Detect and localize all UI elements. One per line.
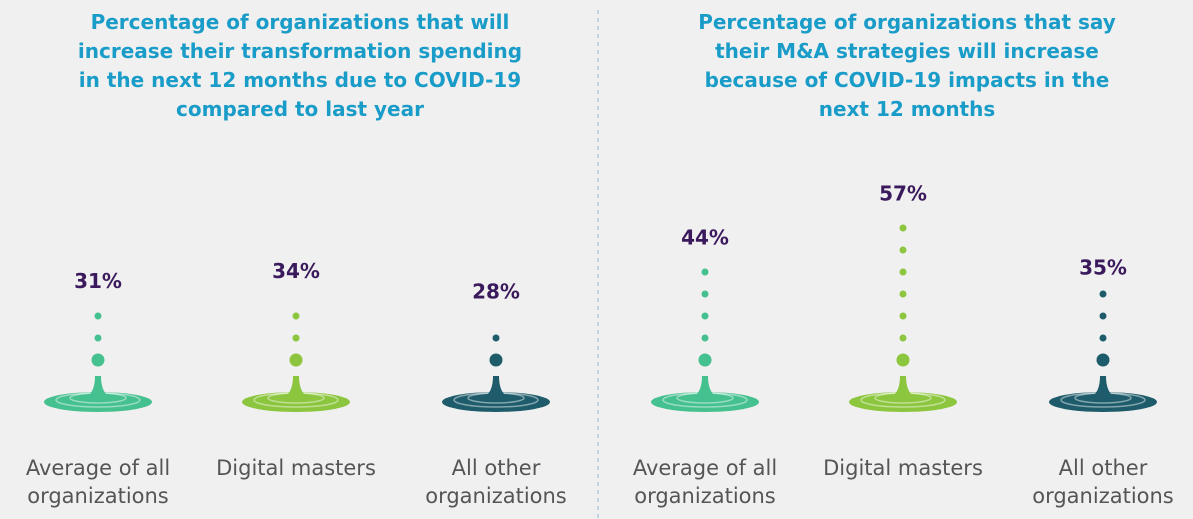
splash-outer — [849, 392, 957, 412]
droplet-column — [289, 312, 303, 367]
droplet — [292, 312, 300, 320]
droplet — [701, 290, 709, 298]
value-label: 31% — [74, 269, 122, 293]
splash-stem — [889, 376, 917, 398]
splash-outer — [242, 392, 350, 412]
splash-stem — [482, 376, 510, 398]
droplet — [899, 334, 907, 342]
chart-title: Percentage of organizations that say the… — [698, 10, 1116, 121]
droplet-column — [489, 334, 503, 367]
splash-outer — [44, 392, 152, 412]
droplet — [1099, 312, 1107, 320]
splash-stem — [84, 376, 112, 398]
splash-outer — [651, 392, 759, 412]
splash-stem — [282, 376, 310, 398]
droplet — [94, 334, 102, 342]
droplet-column — [91, 312, 105, 367]
category-label: Digital masters — [823, 456, 983, 480]
value-label: 34% — [272, 259, 320, 283]
splash-outer — [442, 392, 550, 412]
category-label: Digital masters — [216, 456, 376, 480]
droplet — [701, 334, 709, 342]
droplet — [492, 334, 500, 342]
droplet-column — [1096, 290, 1110, 367]
droplet — [1096, 353, 1110, 367]
category-label: All other organizations — [1032, 456, 1174, 508]
droplet — [701, 312, 709, 320]
category-label: Average of all organizations — [632, 456, 778, 508]
droplet — [899, 290, 907, 298]
droplet — [899, 268, 907, 276]
category-label: Average of all organizations — [25, 456, 171, 508]
value-label: 28% — [472, 279, 520, 303]
droplet — [94, 312, 102, 320]
value-label: 44% — [681, 225, 729, 249]
droplet — [489, 353, 503, 367]
chart-title: Percentage of organizations that will in… — [77, 10, 523, 121]
droplet — [292, 334, 300, 342]
value-label: 57% — [879, 181, 927, 205]
droplet — [1099, 334, 1107, 342]
splash-outer — [1049, 392, 1157, 412]
droplet-column — [698, 268, 712, 367]
droplet — [899, 246, 907, 254]
droplet — [698, 353, 712, 367]
droplet — [896, 353, 910, 367]
splash-stem — [1089, 376, 1117, 398]
droplet — [899, 312, 907, 320]
category-label: All other organizations — [425, 456, 567, 508]
splash-stem — [691, 376, 719, 398]
droplet — [701, 268, 709, 276]
value-label: 35% — [1079, 256, 1127, 280]
droplet — [899, 224, 907, 232]
droplet — [1099, 290, 1107, 298]
droplet-column — [896, 224, 910, 367]
droplet — [91, 353, 105, 367]
droplet — [289, 353, 303, 367]
